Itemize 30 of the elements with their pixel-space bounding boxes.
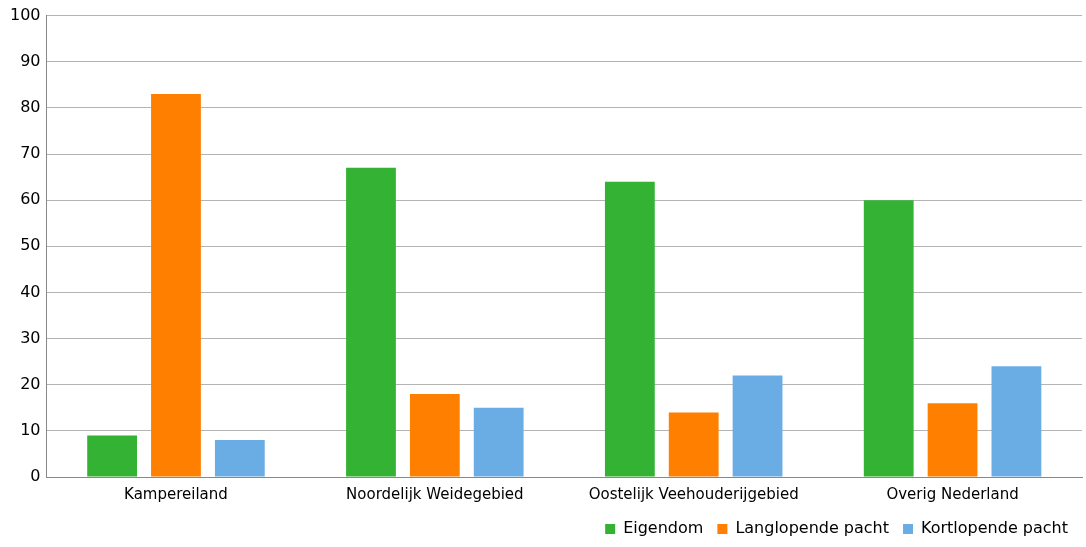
y-tick-label: 100 <box>9 4 41 24</box>
x-tick-label: Noordelijk Weidegebied <box>346 484 524 503</box>
bar <box>473 407 524 477</box>
bar <box>927 403 978 477</box>
bar <box>409 393 460 477</box>
bar <box>87 435 138 477</box>
y-tick-label: 30 <box>20 327 41 347</box>
y-tick-label: 20 <box>20 373 41 393</box>
bar <box>863 200 914 477</box>
bar <box>346 167 396 477</box>
x-tick-label: Kampereiland <box>124 484 228 503</box>
legend-label: Eigendom <box>623 518 704 538</box>
y-tick-label: 90 <box>20 50 41 70</box>
legend-label: Langlopende pacht <box>735 518 890 538</box>
bar <box>991 366 1042 477</box>
bar <box>214 440 265 477</box>
y-tick-label: 10 <box>20 420 41 440</box>
y-tick-label: 70 <box>20 143 41 163</box>
y-tick-label: 50 <box>20 235 41 255</box>
y-tick-label: 80 <box>20 97 41 117</box>
bar <box>732 375 783 477</box>
y-tick-label: 40 <box>20 281 41 301</box>
x-tick-label: Oostelijk Veehouderijgebied <box>588 484 799 503</box>
bar <box>604 181 655 477</box>
bar <box>151 94 201 477</box>
legend-label: Kortlopende pacht <box>921 518 1068 538</box>
y-tick-label: 60 <box>20 189 41 209</box>
x-tick-label: Overig Nederland <box>886 484 1019 503</box>
y-tick-label: 0 <box>30 466 41 486</box>
bar <box>668 412 719 477</box>
